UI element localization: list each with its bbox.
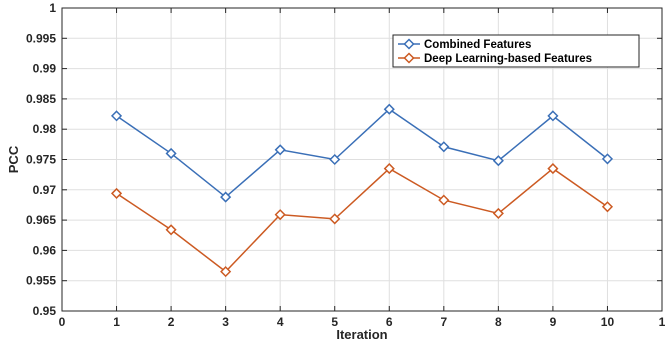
x-tick-label: 4 [277, 315, 284, 329]
y-tick-label: 0.995 [26, 31, 56, 45]
x-tick-label: 1 [659, 315, 666, 329]
data-point [438, 141, 450, 153]
data-point [110, 187, 123, 199]
series-line [116, 167, 608, 273]
series-line [116, 108, 608, 199]
data-point [492, 207, 504, 219]
legend-marker [403, 52, 415, 64]
x-tick-label: 5 [331, 315, 338, 329]
y-tick-label: 0.95 [33, 304, 57, 318]
x-tick-label: 0 [59, 315, 66, 329]
legend-entry: Deep Learning-based Features [398, 52, 592, 65]
y-tick-label: 0.965 [26, 213, 56, 227]
data-point [329, 213, 341, 225]
data-point [274, 144, 286, 156]
y-axis-title: PCC [6, 145, 21, 173]
x-tick-label: 3 [222, 315, 229, 329]
x-tick-label: 1 [113, 315, 120, 329]
legend-marker [403, 38, 415, 50]
y-tick-label: 0.98 [33, 122, 57, 136]
data-point [220, 266, 232, 278]
x-axis-title: Iteration [336, 327, 387, 342]
data-point [438, 194, 450, 206]
y-tick-label: 0.955 [26, 274, 56, 288]
y-tick-label: 0.96 [33, 243, 57, 257]
series-1 [110, 103, 614, 203]
y-tick-label: 0.975 [26, 153, 56, 167]
y-tick-label: 0.985 [26, 92, 56, 106]
legend-box [392, 34, 640, 68]
data-point [329, 153, 341, 166]
data-point [601, 153, 614, 165]
data-point [601, 201, 614, 213]
data-point [274, 209, 286, 221]
data-point [547, 163, 559, 175]
data-point [383, 103, 395, 115]
x-tick-label: 6 [386, 315, 393, 329]
y-tick-label: 1 [49, 1, 56, 15]
legend: Combined Features Deep Learning-based Fea… [392, 34, 640, 68]
data-point [165, 147, 177, 160]
axes [61, 7, 663, 312]
y-tick-label: 0.99 [33, 62, 57, 76]
legend-entry: Combined Features [398, 38, 531, 51]
legend-label: Deep Learning-based Features [424, 53, 592, 65]
x-tick-label: 9 [550, 315, 557, 329]
data-point [547, 110, 559, 122]
data-point [110, 110, 123, 122]
data-point [492, 155, 504, 167]
series-2 [110, 163, 614, 278]
series-layer [110, 103, 614, 278]
data-point [383, 163, 395, 175]
x-tick-label: 8 [495, 315, 502, 329]
data-point [165, 224, 177, 236]
data-point [220, 191, 232, 203]
x-tick-label: 2 [168, 315, 175, 329]
tick-labels: 0 1 2 3 4 5 6 7 8 9 10 1 0.95 0.955 0.96 0.965 0.97 0.975… [26, 1, 666, 329]
legend-label: Combined Features [424, 39, 531, 51]
y-tick-label: 0.97 [33, 183, 57, 197]
x-tick-label: 10 [601, 315, 615, 329]
x-tick-label: 7 [440, 315, 447, 329]
